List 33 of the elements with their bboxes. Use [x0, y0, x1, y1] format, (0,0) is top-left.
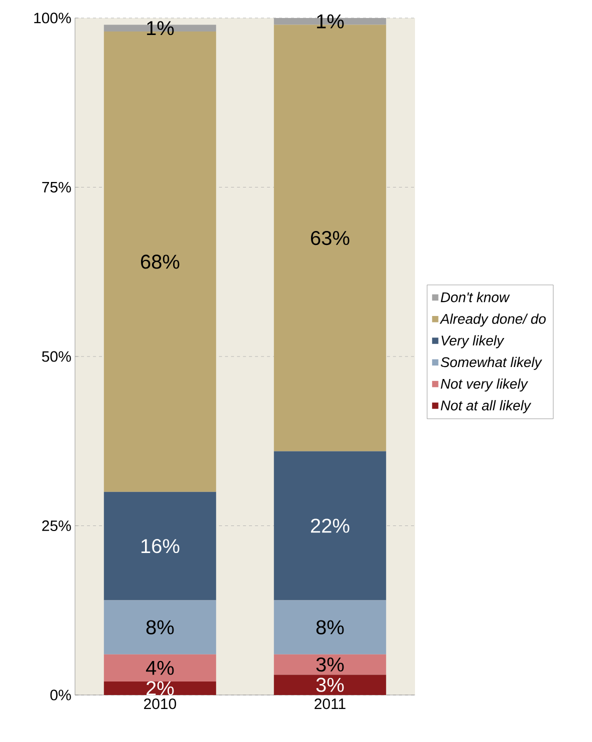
y-tick-label: 50% [42, 351, 71, 362]
data-label: 1% [317, 14, 344, 28]
bar [274, 451, 386, 600]
bar [274, 600, 386, 654]
legend-label: Don't know [440, 292, 510, 302]
legend-label: Not very likely [440, 378, 528, 392]
data-label: 63% [311, 230, 350, 246]
data-label: 3% [316, 678, 344, 692]
x-tick-label: 2011 [314, 698, 346, 710]
bar [104, 600, 216, 654]
bar [274, 674, 386, 695]
y-tick-label: 0% [50, 690, 71, 700]
data-label: 1% [147, 21, 174, 36]
data-label: 4% [146, 660, 174, 675]
bar [104, 492, 216, 600]
x-tick-label: 2010 [144, 698, 176, 710]
bar [274, 654, 386, 675]
data-label: 22% [310, 518, 350, 533]
bar [104, 681, 216, 695]
y-tick-label: 100% [34, 12, 71, 24]
y-tick-label: 75% [42, 182, 71, 193]
legend-label: Very likely [442, 335, 504, 348]
legend-label: Already done/ do [440, 314, 546, 327]
data-label: 2% [146, 681, 174, 696]
data-label: 8% [146, 620, 174, 634]
legend-label: Somewhat likely [440, 356, 542, 370]
data-label: 8% [316, 620, 344, 634]
bar [104, 654, 216, 682]
data-label: 3% [316, 657, 344, 672]
y-tick-label: 25% [42, 520, 71, 532]
data-label: 68% [141, 254, 180, 269]
data-label: 16% [142, 538, 180, 554]
legend-label: Not at all likely [440, 400, 532, 414]
